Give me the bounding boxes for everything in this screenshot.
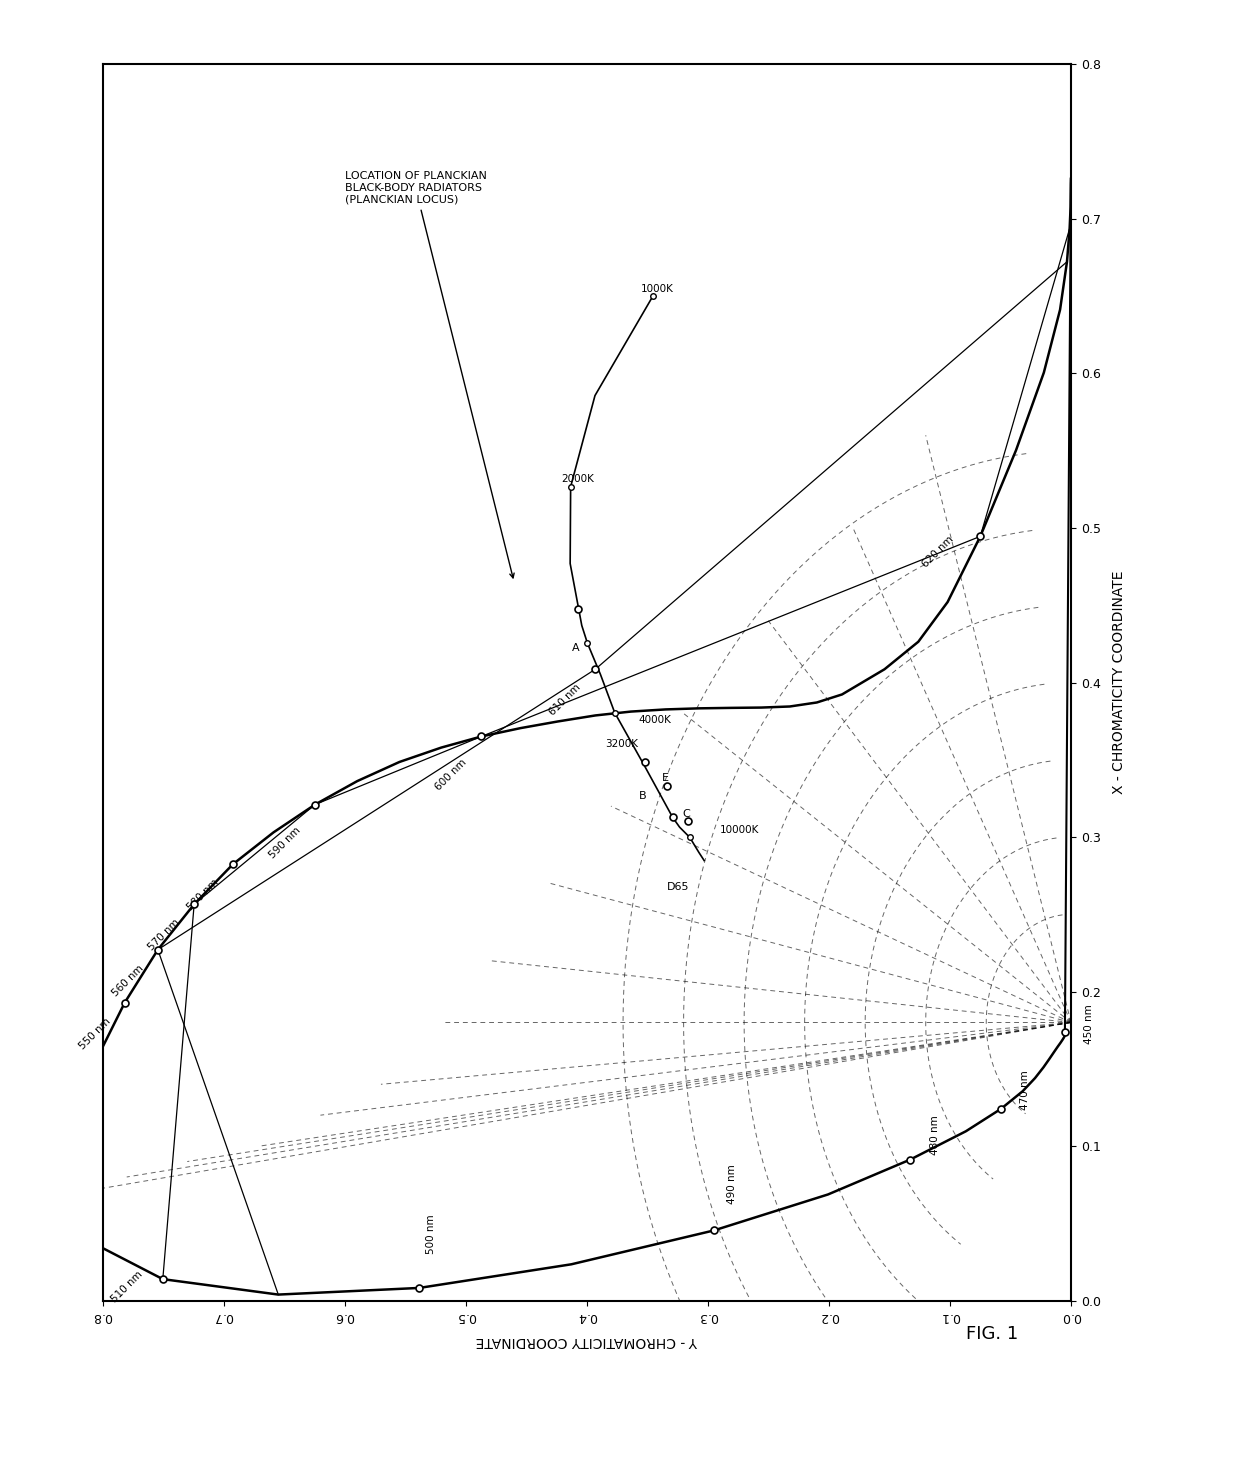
Text: 4000K: 4000K <box>639 716 672 725</box>
Text: 590 nm: 590 nm <box>267 825 303 861</box>
Y-axis label: X - CHROMATICITY COORDINATE: X - CHROMATICITY COORDINATE <box>1112 571 1126 794</box>
Text: E: E <box>661 774 668 782</box>
Text: 10000K: 10000K <box>720 824 759 834</box>
Text: D65: D65 <box>667 882 689 892</box>
Text: 1000K: 1000K <box>641 283 673 293</box>
Text: C: C <box>682 809 689 818</box>
Text: 550 nm: 550 nm <box>77 1015 112 1051</box>
Text: 3200K: 3200K <box>605 738 639 748</box>
Text: 580 nm: 580 nm <box>185 877 221 913</box>
Text: 560 nm: 560 nm <box>110 963 145 999</box>
Text: FIG. 1: FIG. 1 <box>966 1325 1018 1343</box>
Text: 480 nm: 480 nm <box>930 1114 940 1154</box>
Text: 610 nm: 610 nm <box>548 683 583 717</box>
Text: 600 nm: 600 nm <box>434 757 469 793</box>
Text: A: A <box>572 643 579 652</box>
Text: 490 nm: 490 nm <box>727 1165 737 1203</box>
Text: 510 nm: 510 nm <box>109 1269 144 1304</box>
X-axis label: Y - CHROMATICITY COORDINATE: Y - CHROMATICITY COORDINATE <box>476 1334 698 1349</box>
Text: 450 nm: 450 nm <box>1084 1003 1094 1043</box>
Text: 2000K: 2000K <box>560 474 594 485</box>
Text: 620 nm: 620 nm <box>920 534 956 569</box>
Text: 570 nm: 570 nm <box>146 917 181 953</box>
Text: B: B <box>640 791 647 802</box>
Text: LOCATION OF PLANCKIAN
BLACK-BODY RADIATORS
(PLANCKIAN LOCUS): LOCATION OF PLANCKIAN BLACK-BODY RADIATO… <box>345 172 515 578</box>
Text: 500 nm: 500 nm <box>427 1214 436 1254</box>
Text: 470 nm: 470 nm <box>1021 1070 1030 1110</box>
